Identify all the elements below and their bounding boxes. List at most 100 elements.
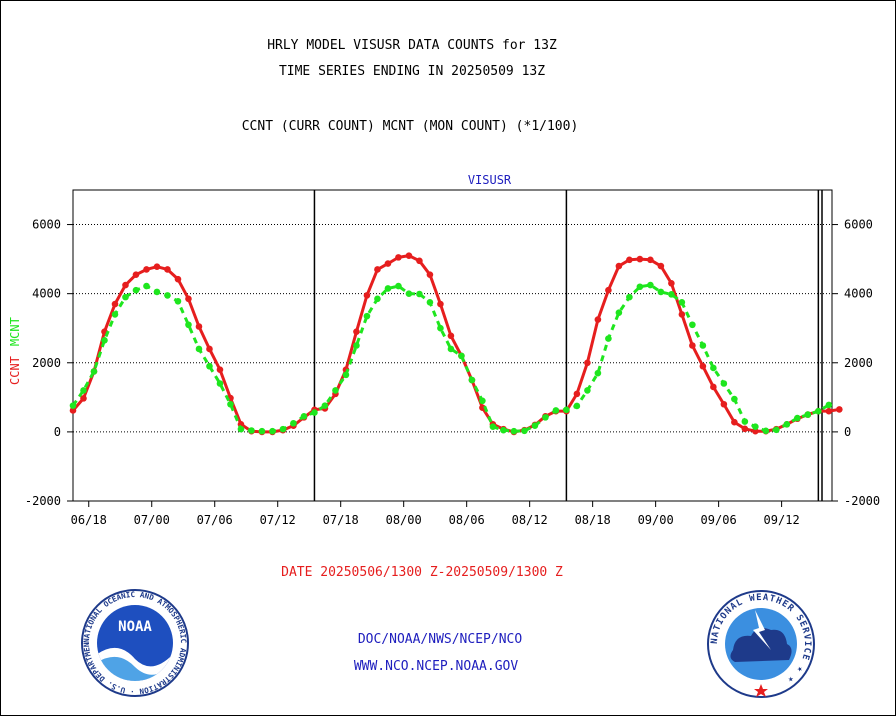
point-mcnt bbox=[342, 371, 350, 379]
point-mcnt bbox=[90, 368, 98, 375]
point-mcnt bbox=[699, 342, 707, 349]
point-mcnt bbox=[594, 369, 602, 377]
point-mcnt bbox=[122, 293, 129, 301]
nws-cloud-icon bbox=[730, 628, 792, 662]
point-mcnt bbox=[143, 282, 150, 290]
point-mcnt bbox=[227, 400, 234, 408]
point-ccnt bbox=[657, 262, 665, 270]
point-mcnt bbox=[374, 295, 381, 303]
point-ccnt bbox=[447, 332, 455, 340]
ytick-label-right: 4000 bbox=[844, 287, 873, 301]
point-mcnt bbox=[500, 426, 507, 434]
series-line-mcnt bbox=[71, 283, 830, 433]
point-mcnt bbox=[678, 299, 686, 306]
nws-logo[interactable]: NATIONAL WEATHER SERVICE ★ ★ bbox=[705, 590, 817, 698]
point-mcnt bbox=[720, 380, 728, 387]
xtick-label: 08/06 bbox=[449, 513, 485, 527]
ytick-label-right: -2000 bbox=[844, 494, 880, 508]
point-ccnt bbox=[69, 407, 77, 414]
ytick-label-left: 4000 bbox=[32, 287, 61, 301]
xtick-label: 07/18 bbox=[323, 513, 359, 527]
plot-box bbox=[72, 189, 833, 502]
xtick-label: 09/12 bbox=[764, 513, 800, 527]
chart-title-line1: HRLY MODEL VISUSR DATA COUNTS for 13Z bbox=[267, 38, 557, 53]
point-mcnt bbox=[258, 427, 266, 435]
point-mcnt bbox=[479, 397, 486, 405]
point-ccnt bbox=[143, 266, 150, 273]
point-mcnt bbox=[573, 402, 581, 410]
point-mcnt bbox=[395, 282, 402, 290]
point-ccnt bbox=[195, 323, 203, 330]
point-mcnt bbox=[290, 419, 297, 427]
point-mcnt bbox=[332, 387, 339, 394]
ytick-label-right: 0 bbox=[844, 425, 851, 439]
point-mcnt bbox=[237, 425, 245, 433]
point-ccnt bbox=[668, 280, 675, 287]
point-ccnt bbox=[122, 281, 129, 289]
xtick-label: 08/12 bbox=[512, 513, 548, 527]
point-ccnt bbox=[594, 316, 602, 323]
xtick-label: 09/06 bbox=[701, 513, 737, 527]
point-ccnt bbox=[426, 271, 434, 278]
point-ccnt bbox=[153, 263, 161, 271]
point-mcnt bbox=[636, 283, 644, 291]
point-mcnt bbox=[615, 309, 623, 316]
point-mcnt bbox=[405, 290, 413, 297]
point-ccnt bbox=[636, 255, 644, 263]
point-ccnt bbox=[132, 271, 140, 278]
point-ccnt bbox=[573, 390, 581, 398]
ytick-label-left: 2000 bbox=[32, 356, 61, 370]
xtick-label: 06/18 bbox=[71, 513, 107, 527]
chart-subtitle: CCNT (CURR COUNT) MCNT (MON COUNT) (*1/1… bbox=[241, 119, 579, 134]
series-line-ccnt bbox=[71, 254, 840, 434]
point-mcnt bbox=[741, 418, 749, 425]
point-ccnt bbox=[353, 328, 360, 335]
point-mcnt bbox=[584, 387, 591, 394]
point-ccnt bbox=[111, 300, 119, 308]
point-ccnt bbox=[720, 400, 728, 408]
point-ccnt bbox=[405, 252, 413, 259]
point-mcnt bbox=[626, 293, 633, 301]
point-ccnt bbox=[584, 359, 591, 367]
xtick-label: 07/06 bbox=[197, 513, 233, 527]
y-axis-label-ccnt: CCNT bbox=[8, 356, 22, 385]
point-mcnt bbox=[531, 422, 539, 429]
point-mcnt bbox=[510, 427, 518, 435]
point-ccnt bbox=[741, 425, 749, 433]
url-line[interactable]: WWW.NCO.NCEP.NOAA.GOV bbox=[353, 659, 519, 674]
point-mcnt bbox=[783, 420, 791, 428]
point-mcnt bbox=[216, 380, 224, 387]
point-ccnt bbox=[216, 366, 224, 373]
point-mcnt bbox=[468, 376, 476, 384]
point-ccnt bbox=[647, 256, 654, 264]
point-mcnt bbox=[563, 406, 570, 414]
point-ccnt bbox=[605, 286, 612, 294]
point-ccnt bbox=[384, 260, 392, 267]
point-mcnt bbox=[731, 395, 738, 403]
point-mcnt bbox=[174, 297, 182, 305]
point-mcnt bbox=[416, 290, 423, 298]
grid-layer bbox=[73, 224, 832, 433]
point-mcnt bbox=[689, 321, 696, 329]
point-mcnt bbox=[195, 345, 203, 353]
label-layer: -2000 -2000 0 0 2000 2000 4000 4000 6000 6000 06/1… bbox=[8, 173, 880, 527]
xtick-label: 09/00 bbox=[638, 513, 674, 527]
nws-lightning-icon bbox=[753, 610, 771, 650]
point-ccnt bbox=[80, 395, 87, 402]
point-mcnt bbox=[762, 427, 770, 435]
point-mcnt bbox=[489, 423, 497, 431]
point-mcnt bbox=[101, 337, 108, 344]
point-mcnt bbox=[69, 402, 77, 409]
point-mcnt bbox=[153, 288, 161, 296]
point-mcnt bbox=[668, 291, 675, 298]
point-mcnt bbox=[300, 413, 308, 420]
point-mcnt bbox=[311, 409, 318, 416]
xtick-label: 07/00 bbox=[134, 513, 170, 527]
point-mcnt bbox=[552, 407, 560, 414]
point-mcnt bbox=[437, 324, 444, 332]
point-mcnt bbox=[321, 402, 329, 409]
noaa-logo[interactable]: NATIONAL OCEANIC AND ATMOSPHERIC ADMINIS… bbox=[78, 589, 192, 697]
point-ccnt bbox=[836, 406, 843, 413]
point-ccnt bbox=[731, 418, 738, 426]
